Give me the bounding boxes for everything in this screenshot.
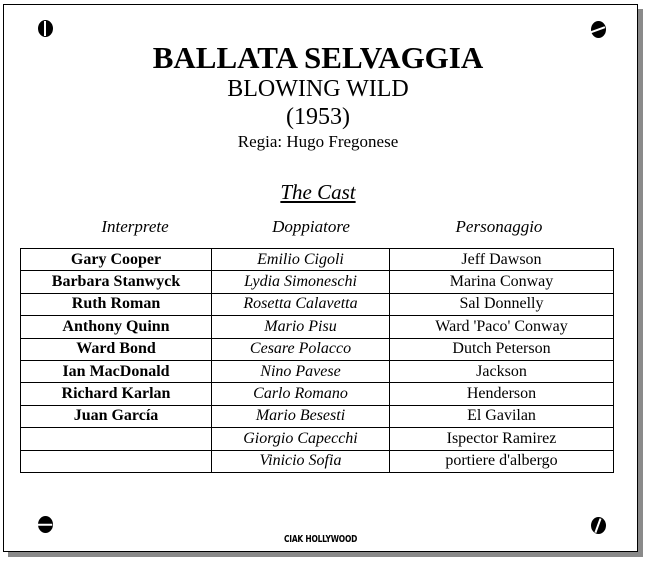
screw-icon xyxy=(38,20,53,37)
voice-actor-cell: Nino Pavese xyxy=(211,359,390,384)
table-row: Juan García Mario Besesti El Gavilan xyxy=(20,404,614,429)
voice-actor-cell: Lydia Simoneschi xyxy=(211,270,390,294)
actor-cell: Ruth Roman xyxy=(20,292,212,317)
character-cell: Dutch Peterson xyxy=(389,337,614,361)
director: Regia: Hugo Fregonese xyxy=(237,132,399,151)
actor-cell xyxy=(20,427,212,451)
voice-actor-cell: Rosetta Calavetta xyxy=(211,292,390,317)
cast-table: Gary Cooper Emilio Cigoli Jeff Dawson Barba… xyxy=(20,247,614,473)
screw-icon xyxy=(38,516,53,533)
voice-actor-cell: Emilio Cigoli xyxy=(211,247,390,272)
header-personaggio: Personaggio xyxy=(455,217,543,236)
voice-actor-cell: Mario Pisu xyxy=(211,315,390,339)
table-row: Richard Karlan Carlo Romano Henderson xyxy=(20,382,614,406)
logo: CIAK HOLLYWOOD xyxy=(284,534,358,545)
actor-cell: Barbara Stanwyck xyxy=(20,270,212,294)
table-row: Vinicio Sofia portiere d'albergo xyxy=(20,449,614,473)
actor-cell: Ward Bond xyxy=(20,337,212,361)
voice-actor-cell: Mario Besesti xyxy=(211,404,390,429)
character-cell: Ispector Ramirez xyxy=(389,427,614,451)
actor-cell xyxy=(20,449,212,473)
table-row: Ian MacDonald Nino Pavese Jackson xyxy=(20,359,614,384)
table-row: Gary Cooper Emilio Cigoli Jeff Dawson xyxy=(20,247,614,272)
voice-actor-cell: Giorgio Capecchi xyxy=(211,427,390,451)
table-row: Ward Bond Cesare Polacco Dutch Peterson xyxy=(20,337,614,361)
table-row: Anthony Quinn Mario Pisu Ward 'Paco' Conwa… xyxy=(20,315,614,339)
screw-icon xyxy=(591,21,606,38)
voice-actor-cell: Vinicio Sofia xyxy=(211,449,390,473)
screw-icon xyxy=(591,517,606,534)
voice-actor-cell: Carlo Romano xyxy=(211,382,390,406)
table-row: Ruth Roman Rosetta Calavetta Sal Donnelly xyxy=(20,292,614,317)
actor-cell: Anthony Quinn xyxy=(20,315,212,339)
character-cell: Marina Conway xyxy=(389,270,614,294)
character-cell: Ward 'Paco' Conway xyxy=(389,315,614,339)
actor-cell: Richard Karlan xyxy=(20,382,212,406)
header-doppiatore: Doppiatore xyxy=(272,217,350,236)
year: (1953) xyxy=(286,104,350,130)
character-cell: El Gavilan xyxy=(389,404,614,429)
film-title: BALLATA SELVAGGIA xyxy=(152,40,484,75)
character-cell: Jeff Dawson xyxy=(389,247,614,272)
original-title: BLOWING WILD xyxy=(227,76,409,102)
section-title: The Cast xyxy=(280,180,356,204)
table-row: Barbara Stanwyck Lydia Simoneschi Marina C… xyxy=(20,270,614,294)
actor-cell: Ian MacDonald xyxy=(20,359,212,384)
character-cell: Sal Donnelly xyxy=(389,292,614,317)
character-cell: portiere d'albergo xyxy=(389,449,614,473)
actor-cell: Gary Cooper xyxy=(20,247,212,272)
character-cell: Jackson xyxy=(389,359,614,384)
table-row: Giorgio Capecchi Ispector Ramirez xyxy=(20,427,614,451)
voice-actor-cell: Cesare Polacco xyxy=(211,337,390,361)
character-cell: Henderson xyxy=(389,382,614,406)
header-interprete: Interprete xyxy=(101,217,169,236)
actor-cell: Juan García xyxy=(20,404,212,429)
